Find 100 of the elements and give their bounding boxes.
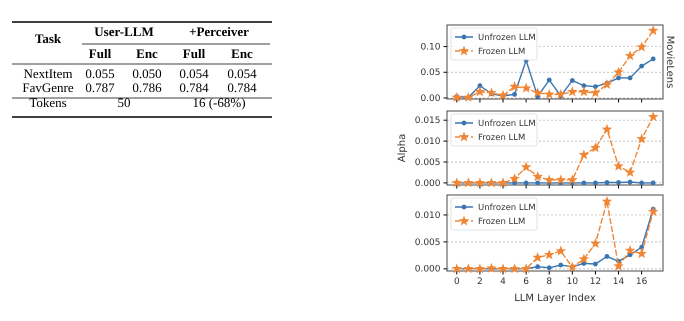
point — [613, 160, 624, 171]
point — [648, 206, 658, 216]
legend-label: Unfrozen LLM — [478, 32, 536, 43]
x-tick-label: 12 — [590, 276, 602, 287]
x-tick-label: 4 — [500, 276, 506, 287]
point — [636, 248, 647, 258]
text: 16 (-68%) — [192, 95, 246, 110]
point — [636, 42, 647, 52]
point — [498, 263, 508, 274]
y-tick-label: 0.05 — [420, 68, 440, 78]
point — [478, 83, 482, 88]
x-tick-label: 16 — [636, 276, 648, 287]
y-tick-label: 0.005 — [414, 158, 440, 168]
text: Full — [182, 46, 206, 61]
point — [604, 180, 610, 185]
point — [616, 180, 621, 185]
point — [567, 86, 578, 96]
text: FavGenre — [22, 80, 74, 95]
point — [636, 134, 647, 144]
legend-label: Frozen LLM — [478, 46, 526, 57]
y-tick-label: 0.000 — [414, 264, 441, 275]
text: Enc — [136, 46, 158, 61]
point — [648, 111, 658, 122]
x-tick-label: 8 — [546, 276, 552, 287]
x-tick-label: 6 — [523, 276, 530, 287]
point — [628, 180, 632, 184]
y-tick-label: 0.010 — [414, 210, 441, 221]
point — [624, 166, 636, 177]
legend-label: Unfrozen LLM — [478, 202, 536, 213]
text: User-LLM — [94, 24, 154, 39]
point — [532, 87, 543, 98]
point — [474, 177, 486, 188]
point — [624, 50, 636, 60]
point — [590, 238, 601, 248]
point — [544, 174, 554, 184]
text: 0.050 — [132, 66, 162, 81]
point — [520, 82, 532, 93]
text: 0.054 — [179, 66, 210, 81]
point — [581, 83, 586, 88]
text: 0.787 — [85, 80, 116, 95]
point — [520, 162, 532, 172]
x-tick-label: 14 — [612, 276, 625, 287]
point — [520, 263, 532, 274]
point — [556, 246, 566, 256]
point — [593, 84, 598, 90]
text: 0.786 — [132, 80, 162, 95]
point — [532, 252, 543, 262]
text: Full — [88, 46, 112, 61]
legend-label: Frozen LLM — [478, 216, 526, 227]
point — [602, 124, 612, 134]
x-tick-label: 2 — [477, 276, 483, 287]
point — [578, 86, 590, 96]
point — [639, 64, 644, 69]
point — [558, 262, 564, 268]
text: Tokens — [29, 95, 67, 110]
point — [602, 79, 612, 90]
point — [452, 263, 462, 274]
point — [498, 177, 508, 188]
point — [544, 249, 554, 260]
point — [509, 173, 520, 184]
y-axis-title: Alpha — [397, 134, 408, 162]
y-tick-label: 0.000 — [414, 178, 441, 189]
point — [486, 262, 497, 273]
point — [498, 90, 508, 100]
point — [593, 180, 598, 186]
point — [648, 25, 658, 36]
point — [604, 254, 610, 259]
point — [567, 174, 578, 184]
text: 0.055 — [85, 66, 115, 81]
y-tick-label: 0.10 — [420, 42, 441, 52]
point — [532, 171, 543, 182]
point — [593, 262, 598, 266]
y-tick-label: 0.005 — [414, 238, 440, 248]
y-tick-label: 0.015 — [414, 116, 440, 126]
text: 0.784 — [179, 80, 210, 95]
point — [613, 66, 624, 77]
point — [570, 78, 575, 83]
point — [650, 56, 656, 62]
text: 50 — [118, 95, 130, 110]
x-tick-label: 0 — [454, 276, 460, 287]
text: 0.054 — [227, 66, 258, 81]
point — [578, 149, 590, 160]
point — [546, 78, 552, 82]
point — [486, 177, 497, 188]
point — [524, 180, 529, 186]
point — [463, 263, 474, 274]
text: 0.784 — [227, 80, 258, 95]
point — [581, 180, 586, 186]
point — [452, 177, 462, 188]
point — [452, 92, 462, 102]
text: Task — [34, 31, 62, 46]
point — [650, 180, 656, 186]
point — [486, 87, 497, 98]
point — [578, 254, 590, 264]
point — [556, 174, 566, 184]
point — [463, 177, 474, 188]
point — [535, 264, 540, 270]
point — [512, 92, 517, 97]
point — [509, 81, 520, 92]
point — [590, 87, 601, 98]
